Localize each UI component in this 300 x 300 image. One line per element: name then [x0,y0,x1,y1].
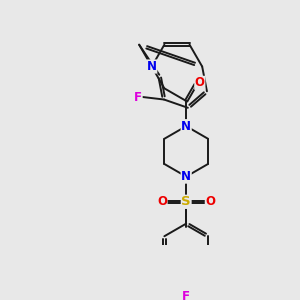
Text: O: O [205,195,215,208]
Text: N: N [181,170,191,183]
Text: O: O [157,195,167,208]
Text: O: O [195,76,205,89]
Text: N: N [147,60,157,73]
Text: S: S [182,195,191,208]
Text: F: F [134,91,142,103]
Text: F: F [182,290,190,300]
Text: N: N [181,120,191,133]
